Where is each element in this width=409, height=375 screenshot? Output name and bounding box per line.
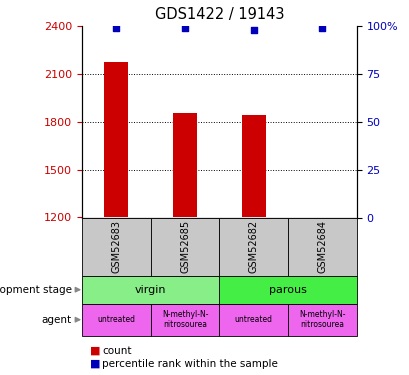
Bar: [173, 113, 197, 218]
Point: [113, 25, 119, 31]
Text: GSM52684: GSM52684: [317, 220, 326, 273]
Text: ■: ■: [90, 359, 101, 369]
Text: N-methyl-N-
nitrosourea: N-methyl-N- nitrosourea: [162, 310, 208, 329]
Bar: [104, 62, 128, 217]
Text: GSM52683: GSM52683: [111, 220, 121, 273]
Text: untreated: untreated: [97, 315, 135, 324]
Title: GDS1422 / 19143: GDS1422 / 19143: [154, 7, 283, 22]
Text: count: count: [102, 346, 132, 355]
Text: ■: ■: [90, 346, 101, 355]
Point: [318, 25, 325, 31]
Point: [181, 25, 188, 31]
Text: parous: parous: [268, 285, 306, 295]
Text: percentile rank within the sample: percentile rank within the sample: [102, 359, 278, 369]
Bar: [241, 116, 265, 218]
Text: virgin: virgin: [135, 285, 166, 295]
Text: untreated: untreated: [234, 315, 272, 324]
Text: agent: agent: [42, 315, 72, 325]
Text: development stage: development stage: [0, 285, 72, 295]
Text: GSM52682: GSM52682: [248, 220, 258, 273]
Text: N-methyl-N-
nitrosourea: N-methyl-N- nitrosourea: [299, 310, 345, 329]
Text: GSM52685: GSM52685: [180, 220, 189, 273]
Point: [250, 27, 256, 33]
